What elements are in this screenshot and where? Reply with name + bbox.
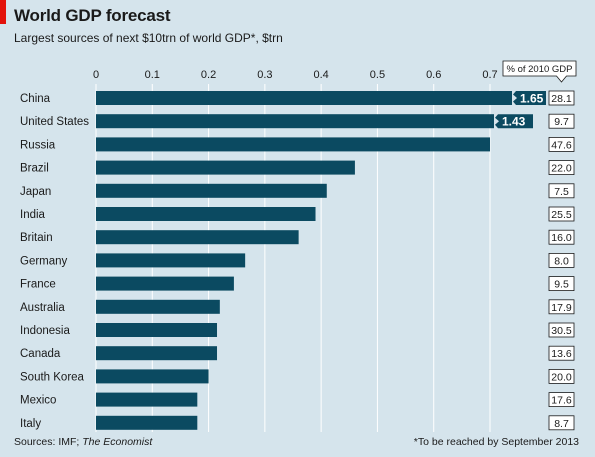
x-tick-label: 0.1: [145, 69, 160, 81]
category-label: South Korea: [20, 371, 85, 383]
side-value: 8.7: [554, 418, 569, 430]
side-value: 17.9: [551, 302, 572, 314]
x-tick-label: 0.3: [257, 69, 272, 81]
side-value-box: [548, 136, 575, 152]
category-label: Canada: [20, 348, 61, 360]
brand-tab: [0, 0, 6, 24]
side-value: 9.7: [554, 116, 569, 128]
side-column-header-box: [502, 60, 577, 83]
side-value: 9.5: [554, 279, 569, 291]
side-value-box: [548, 299, 575, 315]
side-value-box: [548, 368, 575, 384]
bar-value-label: 1.65: [520, 92, 544, 106]
side-value: 17.6: [551, 395, 572, 407]
chart-subtitle: Largest sources of next $10trn of world …: [14, 31, 283, 45]
side-value-box: [548, 183, 575, 199]
side-value: 8.0: [554, 255, 569, 267]
side-value: 22.0: [551, 163, 572, 175]
bar: [96, 91, 512, 105]
source-note: Sources: IMF; The Economist: [14, 436, 152, 448]
side-value: 30.5: [551, 325, 572, 337]
side-value: 20.0: [551, 371, 572, 383]
category-label: Britain: [20, 232, 53, 244]
side-value-box: [548, 276, 575, 292]
side-value: 25.5: [551, 209, 572, 221]
side-value-box: [548, 345, 575, 361]
category-label: United States: [20, 116, 89, 128]
side-value: 47.6: [551, 139, 572, 151]
x-tick-label: 0.6: [426, 69, 441, 81]
category-label: Japan: [20, 186, 51, 198]
category-label: Mexico: [20, 395, 56, 407]
category-label: China: [20, 93, 51, 105]
side-value-box: [548, 392, 575, 408]
side-value-box: [548, 206, 575, 222]
bar-end-segment: [495, 114, 533, 129]
bar: [96, 415, 198, 430]
bar: [96, 207, 316, 221]
category-label: Germany: [20, 255, 68, 267]
side-value-box: [548, 160, 575, 176]
source-prefix: Sources: IMF;: [14, 436, 83, 448]
footnote: *To be reached by September 2013: [413, 436, 579, 448]
category-label: Italy: [20, 418, 41, 430]
bar: [96, 114, 494, 129]
side-value: 13.6: [551, 348, 572, 360]
x-tick-label: 0.2: [201, 69, 216, 81]
bar: [96, 392, 198, 407]
x-tick-label: 0.7: [482, 69, 497, 81]
bar-value-label: 1.43: [502, 115, 526, 129]
category-label: Brazil: [20, 163, 49, 175]
x-tick-label: 0.5: [370, 69, 385, 81]
side-value: 28.1: [551, 93, 572, 105]
category-label: France: [20, 279, 56, 291]
side-value-box: [548, 252, 575, 268]
side-value-box: [548, 90, 575, 106]
source-publication: The Economist: [82, 436, 153, 448]
bar: [96, 253, 246, 268]
side-column-header: % of 2010 GDP: [506, 64, 572, 75]
bar: [96, 276, 234, 291]
side-value-box: [548, 113, 575, 129]
chart-title: World GDP forecast: [14, 6, 171, 25]
x-tick-label: 0: [93, 69, 99, 81]
side-value-box: [548, 415, 575, 431]
bar: [96, 323, 218, 337]
side-value-box: [548, 229, 575, 245]
category-label: Indonesia: [20, 325, 70, 337]
side-value: 16.0: [551, 232, 572, 244]
bar: [96, 137, 490, 152]
bar: [96, 369, 209, 384]
bar: [96, 160, 355, 175]
category-label: Australia: [20, 302, 65, 314]
category-label: Russia: [20, 139, 56, 151]
bar-end-segment: [513, 91, 546, 105]
bar: [96, 299, 220, 314]
bar: [96, 183, 327, 198]
bar: [96, 346, 218, 361]
side-value: 7.5: [554, 186, 569, 198]
side-value-box: [548, 322, 575, 338]
bar: [96, 230, 299, 245]
x-tick-label: 0.4: [313, 69, 328, 81]
category-label: India: [20, 209, 46, 221]
